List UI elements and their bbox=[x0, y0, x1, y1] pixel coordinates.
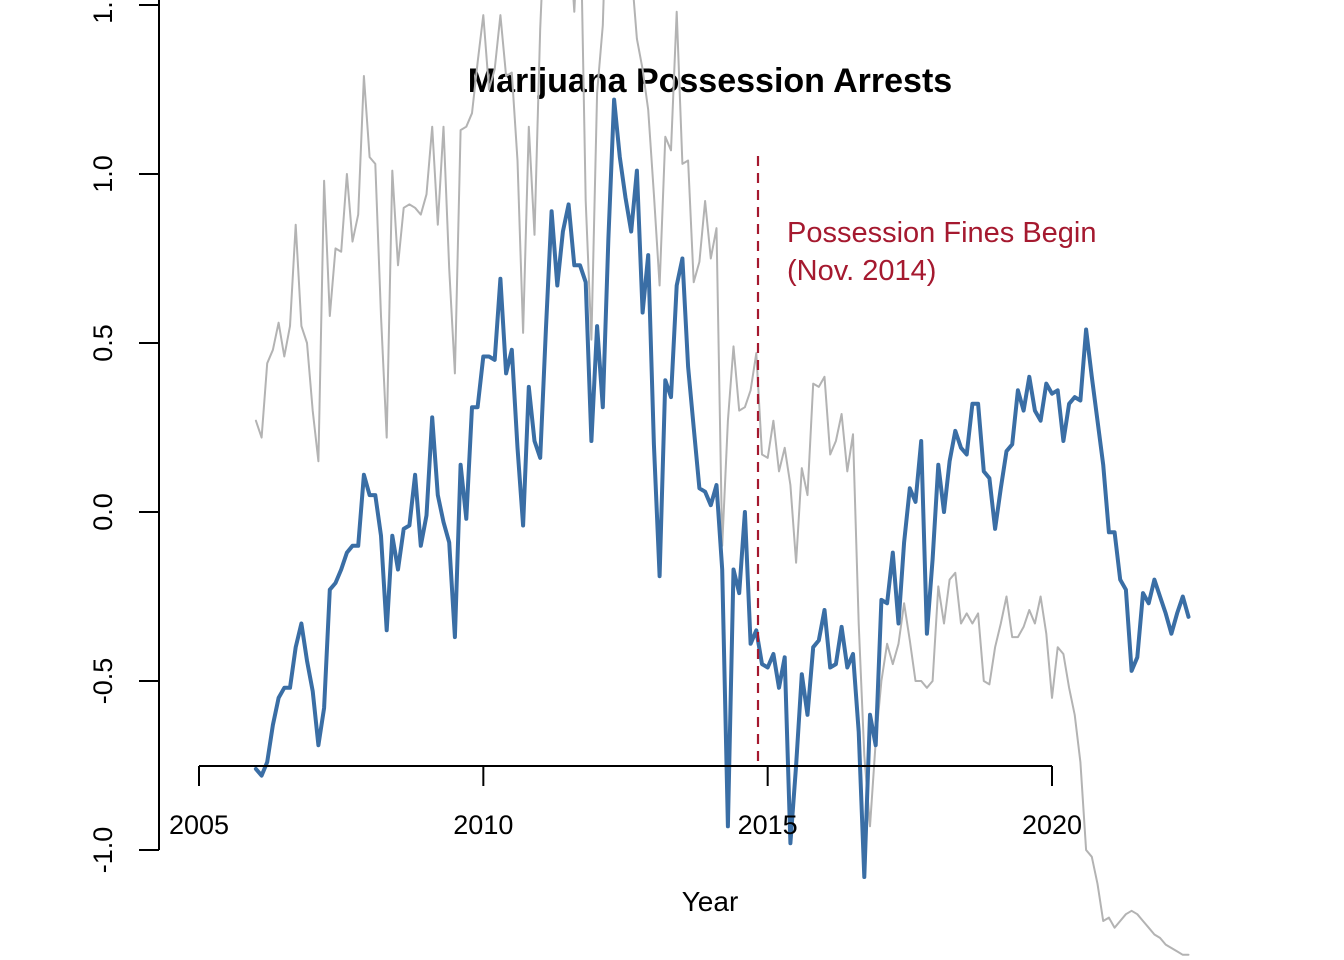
x-axis-label: Year bbox=[682, 886, 739, 917]
x-axis: 2005 2010 2015 2020 bbox=[169, 765, 1082, 840]
y-tick-label: -1.0 bbox=[88, 827, 118, 874]
y-axis: -1.0-0.50.00.51.01.52.0 bbox=[88, 0, 160, 874]
event-label-line1: Possession Fines Begin bbox=[787, 217, 1097, 249]
x-tick-label: 2015 bbox=[738, 810, 798, 840]
x-tick-label: 2005 bbox=[169, 810, 229, 840]
series-layer bbox=[253, 0, 1191, 956]
y-tick-label: 0.0 bbox=[88, 493, 118, 531]
x-tick-label: 2010 bbox=[453, 810, 513, 840]
series-main-line bbox=[253, 97, 1191, 879]
x-tick-label: 2020 bbox=[1022, 810, 1082, 840]
y-tick-label: 0.5 bbox=[88, 324, 118, 362]
y-tick-label: 1.5 bbox=[88, 0, 118, 24]
event-label-line2: (Nov. 2014) bbox=[787, 255, 936, 287]
chart-title: Marijuana Possession Arrests bbox=[468, 62, 952, 100]
y-tick-label: -0.5 bbox=[88, 658, 118, 705]
y-tick-label: 1.0 bbox=[88, 155, 118, 193]
